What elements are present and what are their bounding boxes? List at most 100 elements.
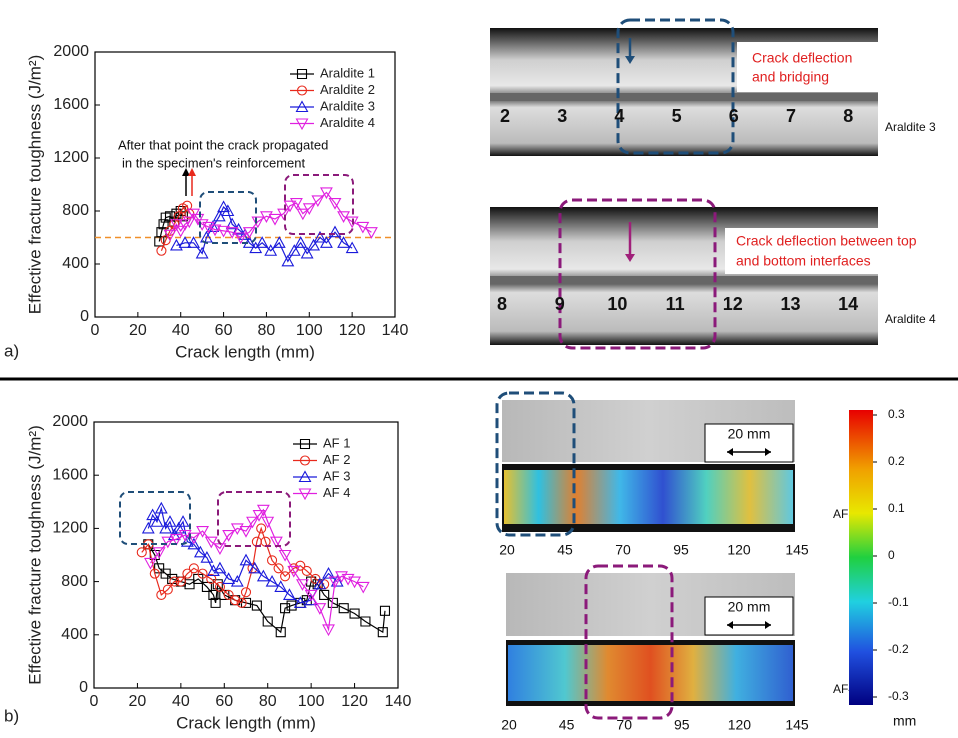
marker: [304, 589, 318, 602]
marker: [149, 549, 160, 561]
marker: [162, 584, 173, 595]
marker: [296, 579, 309, 591]
highlight-box: [495, 391, 576, 537]
ruler-number: 12: [723, 294, 743, 314]
marker: [282, 588, 296, 600]
marker: [196, 526, 210, 538]
marker: [298, 488, 312, 501]
panel-label: a): [4, 341, 19, 360]
legend-label: AF 3: [323, 468, 350, 483]
annotation: in the specimen's reinforcement: [122, 155, 306, 170]
ruler-number: 7: [786, 106, 796, 126]
marker: [248, 561, 262, 574]
y-axis-label: Effective fracture toughness (J/m²): [25, 425, 44, 685]
plot-frame: [93, 421, 399, 689]
marker: [210, 597, 221, 608]
annotation: and bridging: [752, 69, 829, 85]
marker: [225, 217, 239, 230]
annotation: Crack deflection: [752, 50, 852, 66]
dic-axis-label: 70: [615, 542, 631, 558]
dic-axis-label: 95: [673, 542, 689, 558]
ruler-number: 6: [729, 106, 739, 126]
marker: [302, 203, 316, 215]
annotation-box: [737, 42, 878, 92]
marker: [178, 236, 192, 248]
marker: [182, 200, 193, 211]
series-line: [141, 526, 325, 604]
marker: [214, 581, 225, 592]
ruler-number: 3: [557, 106, 567, 126]
dic-axis-label: 145: [785, 542, 809, 558]
ruler-number: 4: [614, 106, 624, 126]
marker: [217, 200, 231, 213]
marker: [319, 187, 333, 200]
arrowhead: [625, 254, 635, 262]
marker: [175, 576, 186, 587]
x-tick-label: 0: [91, 322, 100, 339]
y-tick-label: 2000: [52, 413, 88, 430]
marker: [293, 596, 307, 608]
chart-b: 0 20 40 60 80 100 120 140 0 400 800 1200 1600 2000 Cra…: [4, 413, 411, 732]
marker: [177, 203, 188, 214]
marker: [176, 515, 190, 527]
marker: [178, 530, 192, 542]
chart-a: 0 20 40 60 80 100 120 140 0 400 800 1200 1600 2000 Cra…: [4, 43, 408, 361]
x-tick-label: 80: [259, 693, 277, 710]
scale-box: [704, 423, 794, 463]
x-tick-label: 140: [382, 322, 409, 339]
marker: [242, 227, 256, 239]
marker: [154, 501, 168, 514]
marker: [273, 563, 284, 574]
marker: [208, 589, 219, 600]
dic-axis-label: 20: [499, 542, 515, 558]
x-axis-label: Crack length (mm): [175, 342, 315, 361]
colorbar-tick-label: 0: [888, 548, 895, 562]
ruler-number: 8: [843, 106, 853, 126]
colorbar-unit: mm: [893, 713, 916, 729]
marker: [204, 536, 218, 549]
annotation-box: [725, 228, 878, 274]
y-tick-label: 400: [62, 255, 89, 272]
x-tick-label: 120: [341, 693, 368, 710]
dic-axis-label: 70: [616, 717, 632, 733]
marker: [287, 244, 301, 256]
marker: [296, 208, 310, 221]
marker: [345, 241, 359, 254]
marker: [246, 516, 259, 529]
colorbar-tick-label: 0.3: [888, 407, 905, 421]
y-tick-label: 2000: [53, 43, 89, 60]
legend-label: AF 1: [323, 435, 350, 450]
dic-map: [508, 645, 793, 701]
marker: [295, 100, 309, 113]
x-tick-label: 100: [296, 322, 323, 339]
marker: [259, 211, 273, 223]
dic-axis-label: 20: [501, 717, 517, 733]
marker: [195, 246, 209, 259]
marker: [364, 227, 378, 239]
plot-frame: [94, 51, 396, 318]
marker: [337, 236, 351, 248]
ruler-number: 2: [500, 106, 510, 126]
x-tick-label: 60: [215, 693, 233, 710]
marker: [217, 225, 231, 238]
ruler-number: 5: [672, 106, 682, 126]
marker: [313, 230, 327, 243]
y-tick-label: 0: [79, 679, 88, 696]
marker: [299, 438, 311, 450]
dic-axis-label: 45: [559, 717, 575, 733]
marker: [197, 568, 208, 579]
highlight-box: [284, 174, 354, 235]
dic-af3: 20 mm AF3: [495, 391, 855, 537]
legend-label: Araldite 2: [320, 82, 375, 97]
x-tick-label: 40: [172, 322, 190, 339]
marker: [221, 204, 235, 217]
marker: [156, 589, 167, 600]
marker: [280, 571, 291, 582]
marker: [222, 530, 236, 542]
marker: [169, 219, 183, 231]
arrowhead: [188, 168, 196, 176]
marker: [240, 597, 252, 608]
marker: [296, 85, 308, 96]
y-axis-label: Effective fracture toughness (J/m²): [25, 55, 44, 315]
